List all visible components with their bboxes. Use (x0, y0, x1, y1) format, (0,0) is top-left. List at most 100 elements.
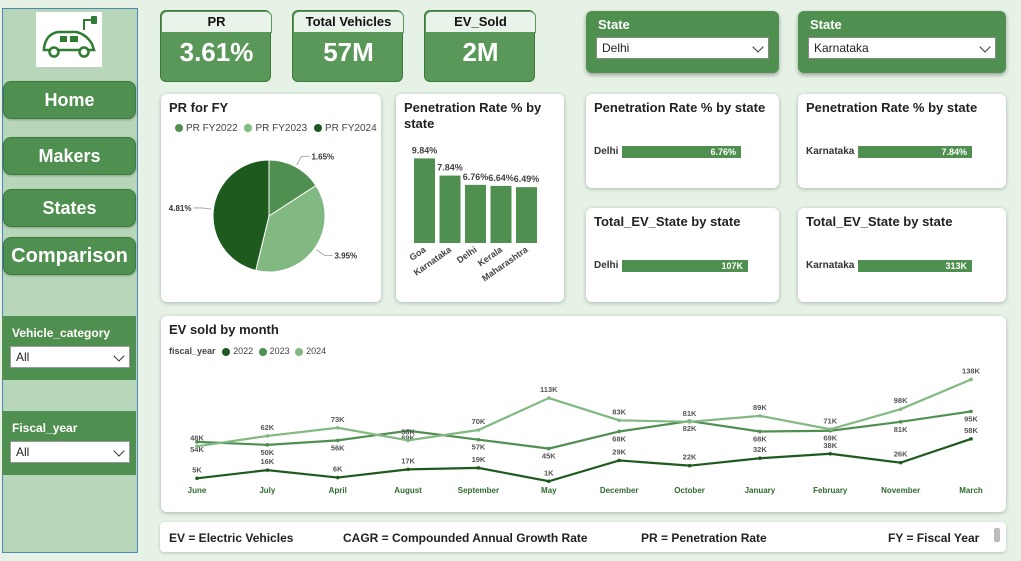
bar-chart-title: Penetration Rate % by state (404, 100, 542, 131)
state-dropdown-2[interactable]: Karnataka (808, 37, 996, 59)
x-tick-label: March (959, 486, 983, 495)
glossary-footer: EV = Electric Vehicles CAGR = Compounded… (160, 522, 1006, 552)
bar-mark[interactable] (516, 187, 537, 243)
nav-states-button[interactable]: States (3, 189, 136, 227)
kpi-value: 3.61% (179, 37, 254, 67)
line-data-label: 138K (962, 366, 981, 375)
kpi-title: PR (161, 11, 272, 33)
line-point[interactable] (898, 460, 903, 465)
vehicle-category-dropdown[interactable]: All (10, 346, 130, 368)
line-point[interactable] (265, 443, 270, 447)
ev-karnataka-card: Total_EV_State by state Karnataka 313K (798, 208, 1006, 302)
bar-chart: 9.84%Goa7.84%Karnataka6.76%Delhi6.64%Ker… (408, 145, 540, 283)
line-point[interactable] (969, 437, 973, 441)
legend-dot-icon (244, 124, 253, 133)
pie-data-label: 3.95% (334, 251, 357, 260)
line-point[interactable] (335, 475, 340, 480)
line-legend-item: 2022 (233, 346, 254, 356)
ev-karnataka-bar: 313K (858, 260, 972, 272)
line-data-label: 89K (753, 403, 767, 412)
bar-mark[interactable] (414, 158, 435, 243)
line-point[interactable] (547, 479, 551, 484)
footer-scrollbar[interactable] (994, 528, 1000, 542)
line-point[interactable] (406, 467, 410, 472)
line-point[interactable] (406, 438, 410, 443)
kpi-ev-sold-card: EV_Sold 2M (424, 10, 536, 82)
line-point[interactable] (828, 451, 833, 456)
line-data-label: 45K (542, 452, 556, 461)
bar-data-label: 7.84% (437, 163, 463, 173)
kpi-title: Total Vehicles (293, 11, 404, 33)
line-point[interactable] (898, 420, 903, 424)
line-data-label: 69K (823, 434, 837, 443)
line-series-2023[interactable] (196, 410, 972, 450)
line-point[interactable] (758, 414, 762, 418)
line-data-label: 48K (190, 433, 204, 442)
line-data-label: 113K (540, 385, 558, 394)
line-point[interactable] (335, 425, 340, 430)
line-point[interactable] (265, 468, 270, 472)
pie-leader-line (193, 207, 212, 210)
line-point[interactable] (265, 434, 270, 438)
pr-delhi-title: Penetration Rate % by state (594, 100, 766, 115)
line-data-label: 71K (823, 416, 837, 425)
ev-karnataka-title: Total_EV_State by state (806, 214, 953, 229)
line-chart: June July April August September May December O… (188, 366, 983, 495)
fiscal-year-dropdown[interactable]: All (10, 441, 130, 463)
line-point[interactable] (547, 446, 551, 451)
line-point[interactable] (476, 428, 481, 432)
pie-slice[interactable] (212, 159, 270, 272)
x-tick-label: April (329, 486, 347, 495)
line-data-label: 69K (401, 434, 415, 443)
legend-dot-icon (295, 347, 304, 356)
nav-home-button[interactable]: Home (3, 81, 136, 119)
pie-slice[interactable] (268, 159, 317, 217)
line-point[interactable] (195, 444, 199, 449)
state-slicer-label: State (810, 17, 842, 32)
bar-mark[interactable] (465, 184, 486, 243)
app-logo (36, 12, 102, 67)
line-data-label: 5K (192, 465, 202, 474)
glossary-pr: PR = Penetration Rate (641, 531, 767, 545)
bar-category-label: Delhi (455, 244, 479, 265)
line-point[interactable] (476, 466, 481, 470)
line-series-2024[interactable] (196, 378, 972, 448)
state-slicer-label: State (598, 17, 630, 32)
x-tick-label: February (813, 486, 848, 495)
line-point[interactable] (687, 463, 692, 468)
fiscal-year-filter: Fiscal_year All (2, 411, 136, 475)
pie-slice[interactable] (255, 184, 326, 273)
bar-data-label: 9.84% (412, 145, 438, 155)
line-point[interactable] (758, 456, 762, 461)
line-data-label: 17K (401, 456, 415, 465)
pie-chart-title: PR for FY (169, 100, 229, 115)
line-point[interactable] (195, 440, 199, 444)
line-point[interactable] (687, 420, 692, 424)
line-point[interactable] (335, 438, 340, 443)
line-point[interactable] (969, 409, 973, 414)
ev-sold-by-month-card: EV sold by month fiscal_year 2022 2023 2… (161, 316, 1006, 512)
nav-comparison-button[interactable]: Comparison (3, 237, 136, 275)
line-data-label: 29K (612, 447, 626, 456)
vehicle-category-value: All (16, 350, 30, 364)
line-point[interactable] (617, 429, 621, 434)
penetration-rate-bar-card: Penetration Rate % by state 9.84% Goa 7.84… (396, 94, 564, 302)
line-point[interactable] (195, 476, 199, 481)
line-point[interactable] (617, 418, 621, 423)
bar-mark[interactable] (490, 185, 512, 243)
line-point[interactable] (969, 377, 973, 382)
line-point[interactable] (828, 427, 833, 432)
bar-mark[interactable] (439, 175, 461, 243)
glossary-ev: EV = Electric Vehicles (169, 531, 294, 545)
line-series-2022[interactable] (196, 437, 972, 483)
line-point[interactable] (476, 437, 481, 442)
line-point[interactable] (406, 428, 410, 433)
state-dropdown-1[interactable]: Delhi (596, 37, 769, 59)
line-legend: fiscal_year 2022 2023 2024 (169, 346, 326, 356)
line-point[interactable] (898, 407, 903, 411)
nav-makers-button[interactable]: Makers (3, 137, 136, 175)
line-point[interactable] (758, 429, 762, 434)
line-point[interactable] (617, 458, 621, 463)
chevron-down-icon (113, 445, 125, 457)
line-point[interactable] (547, 396, 551, 400)
